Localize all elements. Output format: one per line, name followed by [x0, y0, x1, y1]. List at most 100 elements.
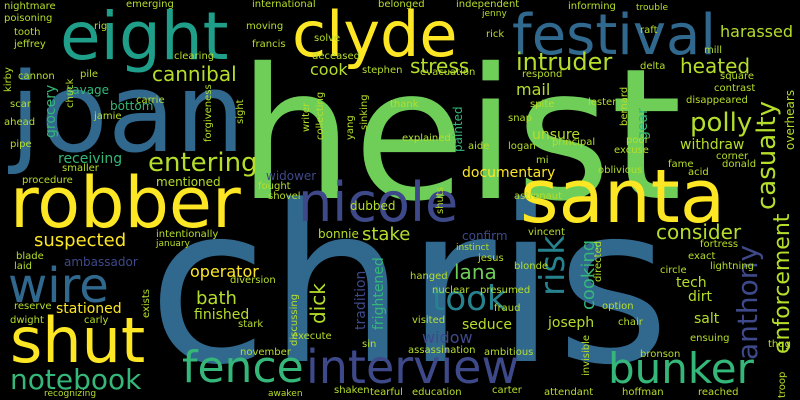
- word-poor: poor: [626, 135, 649, 146]
- word-disappeared: disappeared: [686, 95, 748, 106]
- word-logan: logan: [508, 141, 536, 152]
- word-visited: visited: [412, 315, 446, 326]
- word-independent: independent: [456, 0, 520, 10]
- word-january: january: [156, 239, 190, 249]
- word-blonde: blonde: [514, 261, 549, 272]
- word-salt: salt: [694, 311, 720, 327]
- word-solve: solve: [314, 33, 341, 44]
- word-unsure: unsure: [532, 127, 580, 143]
- word-painted: painted: [451, 106, 465, 152]
- word-education: education: [412, 387, 462, 398]
- word-cook: cook: [310, 60, 348, 79]
- word-sight: sight: [235, 99, 246, 124]
- word-carly: carly: [84, 315, 109, 326]
- word-mill: mill: [704, 45, 723, 56]
- word-thug: thug: [768, 339, 791, 350]
- word-intruder: intruder: [516, 48, 613, 76]
- word-widow: widow: [422, 328, 473, 347]
- word-assassination: assassination: [408, 345, 476, 356]
- word-nuclear: nuclear: [432, 285, 470, 296]
- word-invisible: invisible: [581, 334, 592, 376]
- word-reached: reached: [698, 387, 739, 398]
- word-option: option: [602, 301, 634, 312]
- word-documentary: documentary: [462, 165, 556, 181]
- word-bottom: bottom: [110, 99, 154, 113]
- word-dwight: dwight: [10, 315, 44, 326]
- word-exact: exact: [688, 251, 716, 262]
- word-mentioned: mentioned: [156, 175, 221, 189]
- word-stake: stake: [362, 224, 411, 245]
- word-emerging: emerging: [126, 0, 174, 10]
- word-ambitious: ambitious: [484, 347, 534, 358]
- word-withdraw: withdraw: [680, 137, 745, 153]
- word-belonged: belonged: [378, 0, 425, 10]
- word-recognizing: recognizing: [44, 389, 97, 399]
- word-troop: troop: [777, 371, 788, 398]
- word-bunker: bunker: [608, 344, 754, 393]
- word-chris: chris: [148, 160, 670, 400]
- word-shuts: shuts: [435, 186, 446, 214]
- word-tech: tech: [676, 275, 707, 291]
- word-seduce: seduce: [462, 317, 512, 333]
- word-delta: delta: [640, 61, 666, 72]
- word-shut: shut: [10, 304, 146, 377]
- word-operator: operator: [190, 262, 259, 281]
- word-suspected: suspected: [34, 230, 127, 251]
- word-awaken: awaken: [268, 389, 303, 399]
- word-bernard: bernard: [619, 86, 630, 126]
- word-finished: finished: [194, 307, 250, 323]
- word-principal: principal: [552, 137, 596, 148]
- word-mi: mi: [536, 155, 549, 166]
- word-sin: sin: [362, 339, 377, 350]
- word-joan: joan: [10, 49, 245, 177]
- word-scar: scar: [10, 99, 31, 110]
- word-jamie: jamie: [94, 111, 122, 122]
- word-frightened: frightened: [371, 257, 387, 330]
- word-blade: blade: [16, 251, 44, 262]
- word-bonnie: bonnie: [318, 227, 359, 241]
- word-respond: respond: [522, 69, 563, 80]
- word-tooth: tooth: [14, 27, 41, 38]
- word-nicole: nicole: [298, 171, 459, 234]
- word-fraud: fraud: [494, 303, 521, 314]
- word-ambassador: ambassador: [64, 255, 138, 269]
- word-entering: entering: [148, 148, 258, 178]
- word-shovel: shovel: [268, 191, 301, 202]
- word-consider: consider: [656, 220, 742, 244]
- word-dubbed: dubbed: [350, 199, 396, 213]
- word-robber: robber: [10, 162, 241, 244]
- word-circle: circle: [660, 265, 687, 276]
- word-interview: interview: [306, 340, 520, 394]
- word-grocery: grocery: [43, 84, 59, 138]
- word-chair: chair: [618, 317, 643, 328]
- word-evacuation: evacuation: [420, 67, 476, 78]
- word-hoffman: hoffman: [622, 387, 664, 398]
- word-aide: aide: [468, 141, 490, 152]
- word-carter: carter: [492, 385, 522, 396]
- word-cannibal: cannibal: [152, 62, 237, 86]
- word-dirt: dirt: [688, 289, 713, 305]
- word-dick: dick: [306, 283, 330, 324]
- word-yang: yang: [345, 115, 356, 140]
- word-snap: snap: [508, 113, 533, 124]
- word-shaken: shaken: [334, 385, 370, 396]
- word-sinking: sinking: [359, 94, 370, 130]
- word-jesus: jesus: [478, 253, 504, 264]
- word-eight: eight: [60, 0, 229, 75]
- word-intentionally: intentionally: [156, 229, 219, 240]
- word-vincent: vincent: [528, 227, 565, 238]
- word-tradition: tradition: [353, 270, 369, 330]
- word-corner: corner: [716, 151, 749, 162]
- word-fence: fence: [182, 342, 304, 393]
- word-cannon: cannon: [18, 71, 55, 82]
- word-bronson: bronson: [640, 349, 681, 360]
- word-excuse: excuse: [614, 145, 649, 156]
- word-francis: francis: [252, 39, 286, 50]
- word-deceased: deceased: [312, 51, 360, 62]
- word-heated: heated: [680, 54, 751, 78]
- word-jeffrey: jeffrey: [14, 39, 46, 50]
- word-attendant: attendant: [544, 387, 594, 398]
- word-ensuing: ensuing: [690, 333, 730, 344]
- word-explained: explained: [402, 133, 451, 144]
